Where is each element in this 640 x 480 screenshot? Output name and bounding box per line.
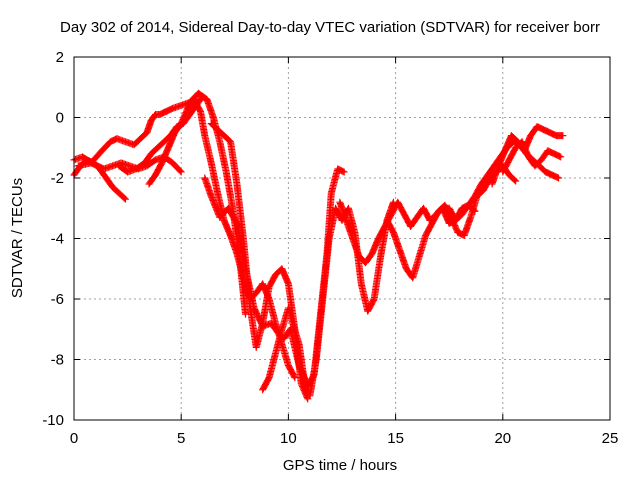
series-markers [499,138,565,176]
chart-title: Day 302 of 2014, Sidereal Day-to-day VTE… [60,19,600,36]
series-markers [74,89,207,170]
x-tick-label: 25 [602,430,619,447]
y-tick-label: 2 [56,49,64,66]
series-markers [259,198,397,400]
x-tick-label: 5 [177,430,185,447]
series-markers [383,162,520,282]
x-tick-label: 10 [280,430,297,447]
series-satellite-track-H [259,198,397,400]
series-satellite-track-M [499,138,565,176]
series-trace [118,95,247,316]
x-axis-label: GPS time / hours [283,457,397,474]
y-tick-label: -8 [51,352,64,369]
data-series [70,89,567,403]
y-axis-label: SDTVAR / TECUs [9,178,26,298]
axes: 0 5 10 15 20 25 -10 -8 -6 -4 -2 0 2 [42,49,618,447]
series-satellite-track-G [207,120,312,403]
grid [74,57,610,420]
series-markers [207,120,312,403]
y-tick-label: -2 [51,170,64,187]
y-tick-label: -4 [51,231,64,248]
y-tick-label: -10 [42,412,64,429]
x-tick-label: 15 [387,430,404,447]
y-tick-label: -6 [51,291,64,308]
series-satellite-track-J [383,162,520,282]
x-tick-label: 20 [494,430,511,447]
y-tick-label: 0 [56,110,64,127]
series-satellite-track-C [74,89,207,170]
x-tick-label: 0 [70,430,78,447]
